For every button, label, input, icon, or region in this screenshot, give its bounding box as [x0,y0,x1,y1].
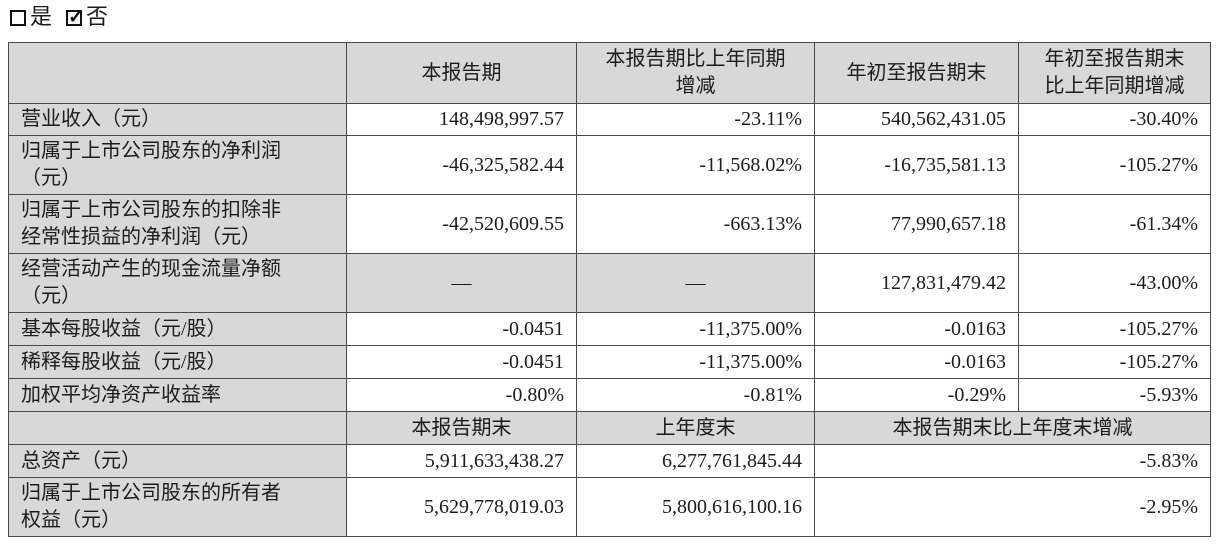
table-row: 总资产（元） 5,911,633,438.27 6,277,761,845.44 -5… [8,444,1211,478]
value-cell: -43.00% [1018,253,1211,313]
no-checkbox-icon [66,5,84,31]
financial-summary-table: 本报告期 本报告期比上年同期 增减 年初至报告期末 年初至报告期末 比上年同期增减 营业… [8,42,1211,537]
yes-label: 是 [30,4,53,29]
value-cell: -30.40% [1018,103,1211,136]
value-cell: 5,800,616,100.16 [576,477,815,537]
value-cell: -0.0163 [814,345,1019,379]
value-cell: 540,562,431.05 [814,103,1019,136]
value-cell: -11,568.02% [576,135,815,195]
row-label-cell: 归属于上市公司股东的所有者 权益（元） [8,477,347,537]
value-cell: 127,831,479.42 [814,253,1019,313]
row-label-cell: 总资产（元） [8,444,347,478]
yes-checkbox-icon [10,10,26,26]
value-cell: 5,911,633,438.27 [346,444,577,478]
column-header [8,42,347,104]
column-header: 上年度末 [576,411,815,445]
table-row: 基本每股收益（元/股） -0.0451 -11,375.00% -0.0163 -105… [8,312,1211,346]
table-row: 营业收入（元） 148,498,997.57 -23.11% 540,562,431.… [8,103,1211,136]
row-label-cell: 经营活动产生的现金流量净额 （元） [8,253,347,313]
yes-option: 是 [10,4,52,30]
value-cell: -5.83% [814,444,1211,478]
value-cell: -5.93% [1018,378,1211,412]
value-cell: 148,498,997.57 [346,103,577,136]
value-cell: -42,520,609.55 [346,194,577,254]
value-cell: -0.0451 [346,345,577,379]
value-cell: -0.81% [576,378,815,412]
value-cell: -46,325,582.44 [346,135,577,195]
column-header [8,411,347,445]
value-cell: -105.27% [1018,312,1211,346]
value-cell: — [346,253,577,313]
value-cell: -0.80% [346,378,577,412]
row-label-cell: 归属于上市公司股东的扣除非 经常性损益的净利润（元） [8,194,347,254]
column-header: 年初至报告期末 [814,42,1019,104]
no-label: 否 [86,4,109,29]
header-row: 本报告期 本报告期比上年同期 增减 年初至报告期末 年初至报告期末 比上年同期增减 [8,42,1211,104]
value-cell: -61.34% [1018,194,1211,254]
row-label-cell: 加权平均净资产收益率 [8,378,347,412]
value-cell: -0.0163 [814,312,1019,346]
value-cell: -11,375.00% [576,312,815,346]
row-label-cell: 基本每股收益（元/股） [8,312,347,346]
value-cell: -0.0451 [346,312,577,346]
column-header: 年初至报告期末 比上年同期增减 [1018,42,1211,104]
table-row: 稀释每股收益（元/股） -0.0451 -11,375.00% -0.0163 -105… [8,345,1211,379]
value-cell: -663.13% [576,194,815,254]
table-row: 经营活动产生的现金流量净额 （元） — —127,831,479.42 -43.00% [8,253,1211,313]
column-header: 本报告期末比上年度末增减 [814,411,1211,445]
value-cell: — [576,253,815,313]
table-row: 归属于上市公司股东的扣除非 经常性损益的净利润（元） -42,520,609.55… [8,194,1211,254]
table-row: 归属于上市公司股东的所有者 权益（元） 5,629,778,019.03 5,800… [8,477,1211,537]
table-row: 加权平均净资产收益率 -0.80% -0.81% -0.29% -5.93% [8,378,1211,412]
column-header: 本报告期比上年同期 增减 [576,42,815,104]
value-cell: -23.11% [576,103,815,136]
value-cell: -16,735,581.13 [814,135,1019,195]
no-option: 否 [66,4,109,31]
value-cell: -105.27% [1018,345,1211,379]
value-cell: 5,629,778,019.03 [346,477,577,537]
row-label-cell: 归属于上市公司股东的净利润 （元） [8,135,347,195]
column-header: 本报告期 [346,42,577,104]
value-cell: 77,990,657.18 [814,194,1019,254]
value-cell: 6,277,761,845.44 [576,444,815,478]
row-label-cell: 营业收入（元） [8,103,347,136]
value-cell: -11,375.00% [576,345,815,379]
column-header: 本报告期末 [346,411,577,445]
value-cell: -2.95% [814,477,1211,537]
header-row: 本报告期末 上年度末 本报告期末比上年度末增减 [8,411,1211,445]
value-cell: -105.27% [1018,135,1211,195]
yes-no-checkbox-line: 是 否 [10,4,109,31]
row-label-cell: 稀释每股收益（元/股） [8,345,347,379]
value-cell: -0.29% [814,378,1019,412]
table-row: 归属于上市公司股东的净利润 （元） -46,325,582.44 -11,568.0… [8,135,1211,195]
